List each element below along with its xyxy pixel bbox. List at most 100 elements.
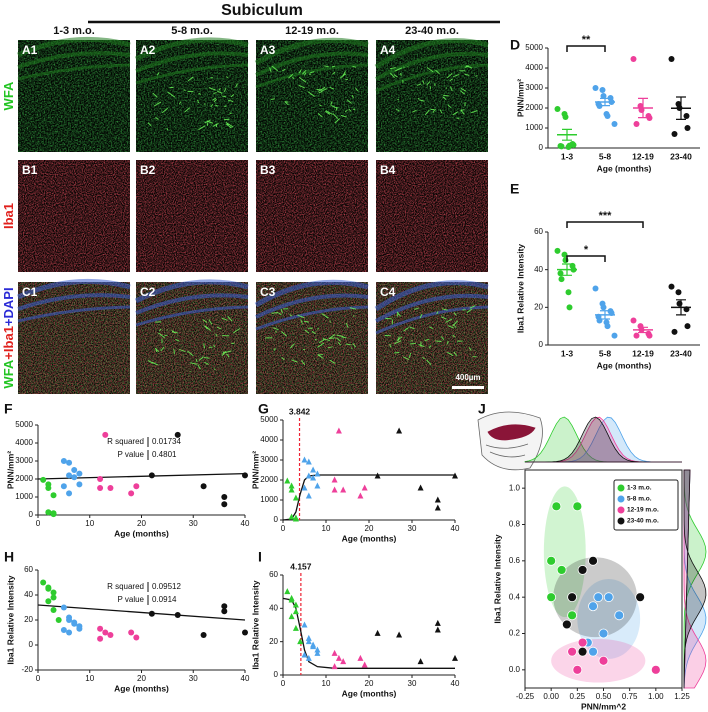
data-point [102,629,109,636]
panel-letter: D [510,37,520,53]
y-axis-title: Iba1 Relative Intensity [515,244,525,334]
data-point [97,635,104,642]
pnn-cell [292,76,295,79]
pnn-cell [332,113,339,119]
x-axis-title: Age (months) [597,360,652,370]
pnn-cell [319,339,326,344]
wfa-signal [256,282,368,394]
stat-value: 0.4801 [152,450,177,459]
data-point [76,481,83,488]
data-point [314,649,321,656]
y-tick-label: -20 [21,665,33,674]
panel-label: C1 [22,285,38,299]
data-point [148,472,155,479]
pnn-cell [316,88,322,91]
data-point [588,601,598,612]
pnn-cell [164,334,168,337]
pnn-cell [289,314,293,317]
tissue-band [254,279,369,308]
pnn-cell [159,333,166,339]
x-axis-title: Age (months) [114,683,169,693]
data-point [50,511,57,518]
pnn-cell [345,78,349,81]
data-point [66,617,73,623]
data-point [66,629,73,636]
pnn-cell [320,88,328,92]
pnn-cell [160,346,165,352]
pnn-cell [204,361,210,365]
pnn-cell [447,325,454,329]
pnn-cell [280,330,288,337]
pnn-cell [351,94,354,99]
data-point [107,485,114,491]
data-point [588,646,598,657]
pnn-cell [394,351,400,354]
significance-label: *** [599,210,613,222]
data-point [242,472,248,479]
data-point [305,472,312,479]
pnn-cell [419,314,423,319]
fit-line [37,604,246,621]
data-point [288,596,295,603]
data-point [633,121,640,127]
pnn-cell [317,353,324,359]
pnn-cell [403,356,410,361]
data-point [434,619,441,626]
data-point [562,114,569,120]
pnn-cell [452,334,456,338]
pnn-cell [389,66,396,70]
data-point [242,629,248,636]
panel-letter: G [258,401,269,417]
data-point [297,638,304,645]
pnn-cell [271,65,279,72]
pnn-cell [269,67,272,73]
data-point [572,501,583,512]
pnn-cell [225,121,234,128]
pnn-cell [218,87,221,91]
legend-swatch [617,506,625,514]
pnn-cell [447,351,454,357]
pnn-cell [280,308,283,314]
pnn-cell [281,357,285,361]
x-tick-label: 0 [281,524,286,533]
x-tick-label: 1.00 [648,692,664,701]
iba1-signal [376,160,488,272]
pnn-cell [331,105,338,109]
y-tick-label: 60 [534,227,543,236]
y-tick-label: 40 [269,603,278,612]
pnn-cell [289,343,295,349]
pnn-cell [332,71,336,75]
pnn-cell [216,326,222,330]
data-point [310,643,317,650]
pnn-cell [221,350,227,357]
y-tick-label: 2000 [260,475,278,484]
data-point [434,626,441,633]
tissue-band [135,51,249,73]
data-point [76,470,83,477]
pnn-cell [435,69,440,75]
y-tick-label: 4000 [525,63,543,72]
pnn-cell [202,319,208,324]
data-point [561,619,572,630]
pnn-cell [321,313,329,319]
tissue-band [135,63,249,85]
x-tick-label: 1-3 [561,348,574,358]
x-tick-label: 0.00 [543,692,559,701]
pnn-cell [440,316,447,320]
pnn-cell [288,73,294,79]
pnn-cell [470,110,478,114]
y-tick-label: 5000 [260,415,278,424]
pnn-cell [336,334,344,338]
x-tick-label: 30 [189,674,198,683]
pnn-cell [171,330,176,334]
significance-bracket [566,45,606,52]
pnn-cell [422,80,425,85]
pnn-cell [346,99,352,104]
row-label-part: Iba1 [1,203,16,229]
x-tick-label: 30 [408,524,417,533]
data-point [284,477,291,484]
panel-label: C3 [260,285,276,299]
data-point [45,485,52,491]
significance-bracket [566,221,644,228]
data-point [567,646,577,657]
